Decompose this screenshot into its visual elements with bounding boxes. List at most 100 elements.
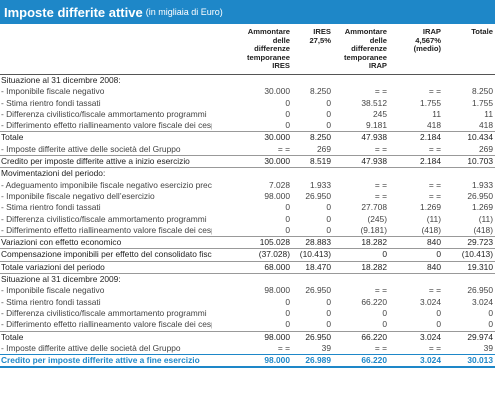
- row-label: - Stima rientro fondi tassati: [1, 296, 101, 307]
- irap-cell: 2.184: [389, 131, 443, 144]
- ires-cell: [292, 167, 333, 180]
- irap-amount-cell: 66.220: [361, 296, 387, 307]
- ires-amount-cell: 30.000: [264, 86, 290, 97]
- table-body: Situazione al 31 dicembre 2008: - Imponib…: [0, 74, 495, 369]
- table-row: - Imposte differite attive delle società…: [0, 343, 495, 355]
- ires-amount-cell: [212, 167, 292, 180]
- row-label: - Imposte differite attive delle società…: [1, 342, 181, 353]
- ires-cell: 26.950: [305, 190, 331, 201]
- irap-cell: 0: [436, 307, 441, 318]
- total-cell: (418): [473, 224, 493, 235]
- irap-cell: (11): [426, 213, 441, 224]
- table-row: Movimentazioni del periodo:: [0, 167, 495, 180]
- irap-cell: 3.024: [389, 354, 443, 369]
- irap-amount-cell: 38.512: [361, 97, 387, 108]
- ires-amount-cell: 0: [285, 307, 290, 318]
- total-cell: (11): [478, 213, 493, 224]
- deferred-tax-table: Ammontare delle differenze temporanee IR…: [0, 27, 495, 369]
- row-label: - Imposte differite attive delle società…: [1, 143, 181, 154]
- table-row: - Differimento effetto riallineamento va…: [0, 225, 495, 237]
- total-cell: 26.950: [467, 190, 493, 201]
- ires-cell: 0: [326, 307, 331, 318]
- row-label: - Differenza civilistico/fiscale ammorta…: [1, 108, 207, 119]
- ires-amount-cell: 0: [285, 319, 290, 330]
- table-row: - Differenza civilistico/fiscale ammorta…: [0, 214, 495, 225]
- ires-cell: 1.933: [310, 179, 331, 190]
- table-row: - Imposte differite attive delle società…: [0, 144, 495, 156]
- irap-amount-cell: 245: [373, 108, 387, 119]
- ires-amount-cell: 0: [285, 296, 290, 307]
- row-label: - Differimento effetto riallineamento va…: [1, 120, 212, 131]
- ires-amount-cell: 0: [285, 120, 290, 131]
- ires-amount-cell: 98.000: [264, 285, 290, 296]
- total-cell: (10.413): [443, 248, 495, 262]
- table-row: - Imponibile fiscale negativo 98.000 26.95…: [0, 285, 495, 296]
- ires-amount-cell: = =: [277, 143, 290, 154]
- document-subtitle: (in migliaia di Euro): [145, 7, 223, 17]
- row-label: Credito per imposte differite attive a f…: [0, 354, 212, 369]
- total-cell: 0: [488, 307, 493, 318]
- total-cell: [443, 74, 495, 86]
- table-row: Compensazione imponibili per effetto del…: [0, 248, 495, 262]
- total-cell: 29.974: [443, 330, 495, 343]
- total-cell: 3.024: [472, 296, 493, 307]
- ires-amount-cell: 7.028: [269, 179, 290, 190]
- header-row: Ammontare delle differenze temporanee IR…: [0, 27, 495, 75]
- ires-cell: 269: [317, 143, 331, 154]
- table-row: - Differimento effetto riallineamento va…: [0, 120, 495, 132]
- ires-cell: 0: [326, 108, 331, 119]
- ires-cell: 26.950: [305, 285, 331, 296]
- irap-amount-cell: = =: [374, 143, 387, 154]
- total-cell: 26.950: [467, 285, 493, 296]
- irap-cell: = =: [428, 285, 441, 296]
- irap-cell: = =: [428, 143, 441, 154]
- ires-amount-cell: [212, 74, 292, 86]
- total-cell: 19.310: [443, 260, 495, 274]
- total-cell: [443, 273, 495, 286]
- ires-amount-cell: 98.000: [264, 190, 290, 201]
- total-cell: 30.013: [443, 354, 495, 369]
- row-label: - Differimento effetto riallineamento va…: [1, 224, 212, 235]
- irap-cell: (418): [421, 224, 441, 235]
- irap-amount-cell: = =: [374, 190, 387, 201]
- ires-cell: 28.883: [292, 236, 333, 249]
- row-label: - Differenza civilistico/fiscale ammorta…: [1, 307, 207, 318]
- table-row: - Differenza civilistico/fiscale ammorta…: [0, 308, 495, 319]
- row-label: - Differimento effetto riallineamento va…: [1, 319, 212, 330]
- ires-amount-cell: 105.028: [212, 236, 292, 249]
- ires-cell: [292, 74, 333, 86]
- irap-cell: 840: [389, 260, 443, 274]
- ires-cell: 0: [326, 120, 331, 131]
- ires-amount-cell: 98.000: [212, 330, 292, 343]
- irap-amount-cell: 18.282: [333, 260, 389, 274]
- header-label: [0, 28, 212, 74]
- ires-cell: 0: [326, 202, 331, 213]
- total-cell: 8.250: [472, 86, 493, 97]
- irap-amount-cell: 0: [382, 319, 387, 330]
- table-row: - Imponibile fiscale negativo 30.000 8.250…: [0, 86, 495, 97]
- table-row: - Imponibile fiscale negativo dell’eserc…: [0, 191, 495, 202]
- table-row: - Adeguamento imponibile fiscale negativ…: [0, 180, 495, 191]
- ires-amount-cell: 0: [285, 224, 290, 235]
- row-label: Situazione al 31 dicembre 2008:: [1, 74, 121, 85]
- total-cell: 11: [484, 108, 493, 119]
- total-cell: 39: [483, 342, 493, 353]
- total-cell: 418: [479, 120, 493, 131]
- ires-amount-cell: = =: [277, 342, 290, 353]
- table-row: Situazione al 31 dicembre 2009:: [0, 273, 495, 286]
- ires-cell: 8.519: [292, 155, 333, 168]
- irap-cell: [389, 74, 443, 86]
- ires-amount-cell: (37.028): [212, 248, 292, 262]
- irap-cell: 11: [432, 108, 441, 119]
- irap-cell: 1.269: [420, 202, 441, 213]
- row-label: - Stima rientro fondi tassati: [1, 97, 101, 108]
- total-cell: 1.933: [472, 179, 493, 190]
- row-label: Compensazione imponibili per effetto del…: [0, 248, 212, 262]
- irap-amount-cell: 0: [382, 307, 387, 318]
- irap-cell: = =: [428, 86, 441, 97]
- table-row: Totale 98.000 26.950 66.220 3.024 29.974: [0, 330, 495, 343]
- row-label: - Imponibile fiscale negativo: [1, 285, 105, 296]
- row-label: Credito per imposte differite attive a i…: [0, 155, 212, 168]
- table-row: - Stima rientro fondi tassati 0 0 38.512 1.7…: [0, 98, 495, 109]
- ires-cell: (10.413): [292, 248, 333, 262]
